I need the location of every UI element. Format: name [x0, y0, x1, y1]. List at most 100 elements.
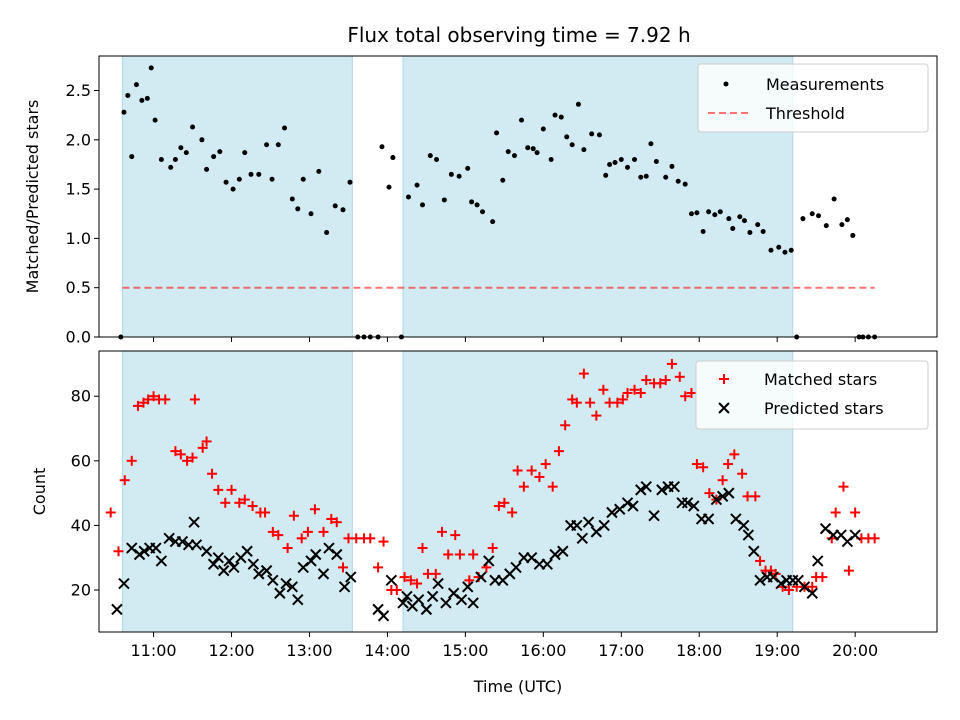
matched-star-point: [493, 501, 504, 512]
matched-star-point: [430, 568, 441, 579]
predicted-star-point: [267, 574, 279, 587]
matched-star-point: [373, 562, 384, 573]
matched-star-point: [817, 572, 828, 583]
matched-star-point: [189, 394, 200, 405]
matched-star-point: [838, 481, 849, 492]
measurement-point: [211, 154, 217, 160]
measurement-point: [632, 157, 638, 163]
legend-marker-predicted: [718, 402, 730, 414]
measurement-point: [332, 203, 338, 209]
predicted-star-point: [401, 590, 413, 603]
measurement-point: [248, 171, 254, 177]
predicted-star-point: [681, 497, 694, 509]
predicted-star-point: [241, 545, 253, 557]
matched-star-point: [585, 397, 596, 408]
measurement-point: [534, 150, 540, 156]
predicted-star-point: [582, 516, 595, 528]
matched-star-point: [326, 513, 337, 524]
count-y-tick-label: 60: [71, 451, 91, 470]
matched-star-point: [680, 391, 691, 402]
measurement-point: [465, 165, 471, 171]
predicted-star-point: [627, 500, 639, 512]
count-legend-box: [695, 360, 929, 430]
predicted-star-point: [475, 571, 487, 583]
measurement-point: [669, 163, 675, 169]
matched-star-point: [691, 459, 702, 470]
measurement-point: [133, 82, 139, 88]
predicted-star-point: [748, 545, 760, 557]
predicted-star-point: [260, 564, 273, 577]
legend-marker-matched: [719, 374, 729, 384]
measurement-point: [420, 202, 426, 208]
measurement-point: [148, 65, 154, 71]
measurement-point: [844, 217, 850, 223]
matched-star-point: [869, 533, 880, 544]
measurement-point: [474, 202, 480, 208]
matched-star-point: [365, 533, 376, 544]
measurement-point: [121, 109, 127, 115]
matched-star-point: [674, 371, 685, 382]
matched-star-point: [729, 449, 740, 460]
measurement-point: [519, 117, 525, 123]
matched-star-point: [622, 387, 633, 398]
measurement-point: [776, 244, 782, 250]
measurement-point: [414, 182, 420, 188]
measurement-point: [282, 125, 288, 131]
x-axis-label: Time (UTC): [473, 677, 562, 696]
predicted-star-point: [849, 529, 861, 541]
measurement-point: [158, 157, 164, 163]
matched-star-point: [309, 504, 320, 515]
measurement-point: [500, 177, 506, 183]
predicted-star-point: [286, 581, 299, 593]
measurement-point: [448, 171, 454, 177]
matched-star-point: [126, 455, 137, 466]
measurement-point: [490, 219, 496, 225]
predicted-star-point: [412, 593, 425, 606]
matched-star-point: [578, 368, 589, 379]
measurement-point: [809, 211, 815, 217]
count-panel-frame: [98, 350, 938, 633]
measurement-point: [152, 117, 158, 123]
measurement-point: [300, 176, 306, 182]
count-x-tick-label: 12:00: [208, 641, 254, 660]
predicted-star-point: [331, 548, 343, 561]
predicted-star-point: [223, 555, 235, 567]
matched-star-point: [850, 507, 861, 518]
measurement-point: [589, 131, 595, 137]
measurement-point: [548, 157, 554, 163]
matched-star-point: [391, 585, 402, 596]
matched-star-point: [267, 526, 278, 537]
measurement-point: [144, 95, 150, 101]
measurement-point: [730, 226, 736, 232]
measurement-point: [540, 126, 546, 132]
matched-star-point: [207, 468, 218, 479]
predicted-star-point: [754, 574, 766, 587]
measurement-point: [737, 214, 743, 220]
matched-star-point: [540, 459, 551, 470]
predicted-star-point: [163, 532, 175, 545]
predicted-star-point: [483, 555, 495, 567]
measurement-point: [564, 134, 570, 140]
count-legend: Matched stars Predicted stars: [695, 360, 929, 430]
measurement-point: [295, 206, 301, 212]
predicted-star-point: [138, 545, 150, 557]
predicted-star-point: [455, 593, 468, 606]
measurement-point: [469, 199, 475, 205]
count-y-tick-label: 20: [71, 581, 91, 600]
predicted-star-point: [155, 555, 168, 567]
predicted-star-point: [742, 529, 755, 541]
predicted-star-point: [648, 510, 660, 522]
predicted-star-point: [606, 506, 618, 519]
predicted-star-point: [557, 545, 569, 557]
count-x-tick-label: 15:00: [442, 641, 488, 660]
predicted-star-point: [274, 587, 286, 599]
measurement-point: [308, 211, 314, 217]
measurement-point: [494, 130, 500, 136]
matched-star-point: [750, 491, 761, 502]
matched-star-point: [273, 530, 284, 541]
measurement-point: [788, 247, 794, 253]
predicted-star-point: [385, 574, 398, 587]
measurement-point: [800, 216, 806, 222]
matched-star-point: [487, 543, 498, 554]
measurement-point: [612, 159, 618, 165]
